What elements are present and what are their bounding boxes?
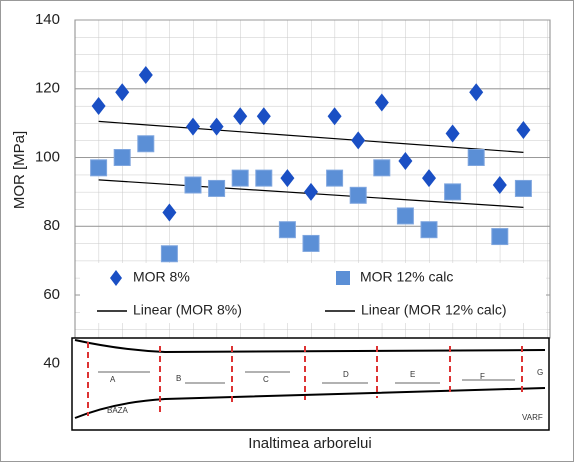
square-marker: [468, 150, 484, 166]
square-marker: [397, 208, 413, 224]
square-marker: [232, 170, 248, 186]
section-label: F: [480, 372, 485, 381]
x-axis-title: Inaltimea arborelui: [248, 435, 371, 452]
section-label: D: [343, 370, 349, 379]
legend-label: Linear (MOR 8%): [133, 302, 242, 318]
square-marker: [421, 222, 437, 238]
y-axis-title: MOR [MPa]: [11, 131, 28, 209]
square-marker: [492, 229, 508, 245]
square-marker: [445, 184, 461, 200]
y-tick-label: 40: [43, 355, 60, 372]
square-marker: [185, 177, 201, 193]
square-marker: [515, 180, 531, 196]
legend-label: Linear (MOR 12% calc): [361, 302, 507, 318]
base-label: BAZA: [107, 406, 129, 415]
y-tick-label: 120: [35, 80, 60, 97]
y-tick-label: 100: [35, 148, 60, 165]
square-marker: [303, 235, 319, 251]
y-tick-label: 140: [35, 11, 60, 28]
section-label: C: [263, 375, 269, 384]
chart: A B C D E F G BAZA VARF MOR [MPa] Inalti…: [0, 0, 574, 462]
square-marker: [138, 136, 154, 152]
square-marker: [114, 150, 130, 166]
square-marker: [374, 160, 390, 176]
square-marker: [327, 170, 343, 186]
square-marker: [350, 187, 366, 203]
section-label: G: [537, 368, 543, 377]
section-label: E: [410, 370, 415, 379]
y-tick-label: 60: [43, 286, 60, 303]
tree-diagram: A B C D E F G BAZA VARF: [72, 338, 549, 430]
top-label: VARF: [522, 413, 543, 422]
square-marker: [91, 160, 107, 176]
square-marker: [256, 170, 272, 186]
legend-label: MOR 8%: [133, 269, 190, 285]
square-marker: [279, 222, 295, 238]
section-label: A: [110, 375, 116, 384]
legend-label: MOR 12% calc: [360, 269, 453, 285]
section-label: B: [176, 374, 181, 383]
square-marker: [161, 246, 177, 262]
square-marker: [209, 180, 225, 196]
y-tick-label: 80: [43, 217, 60, 234]
legend-marker: [336, 271, 350, 285]
